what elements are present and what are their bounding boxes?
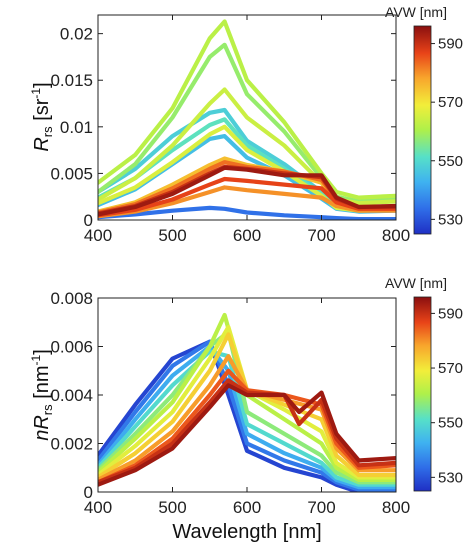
series-line-bottom-2 [98, 344, 396, 490]
colorbar-tick-label-top-2: 570 [438, 94, 463, 111]
x-tick-label-bottom-3: 700 [307, 498, 335, 517]
series-line-top-13 [98, 165, 396, 217]
series-line-bottom-1 [98, 339, 396, 492]
colorbar-tick-label-top-1: 550 [438, 153, 463, 170]
series-line-bottom-4 [98, 329, 396, 485]
y-tick-label-bottom-1: 0.002 [50, 435, 93, 454]
x-tick-label-top-4: 800 [382, 226, 410, 245]
y-ticks-bottom: 0 0.002 0.004 0.006 0.008 [50, 289, 396, 502]
x-tick-label-bottom-1: 500 [158, 498, 186, 517]
y-tick-label-top-4: 0.02 [60, 25, 93, 44]
series-line-bottom-11 [98, 383, 396, 487]
x-tick-label-top-3: 700 [307, 226, 335, 245]
colorbar-top [413, 25, 432, 235]
colorbar-title-top: AVW [nm] [385, 4, 447, 20]
series-group-bottom [98, 312, 396, 492]
y-tick-label-top-3: 0.015 [50, 71, 93, 90]
y-tick-label-bottom-3: 0.006 [50, 338, 93, 357]
y-ticks-top: 0 0.005 0.01 0.015 0.02 [50, 25, 396, 230]
colorbar-tick-label-bottom-1: 550 [438, 415, 463, 432]
y-tick-label-bottom-0: 0 [84, 483, 93, 502]
colorbar-title-bottom: AVW [nm] [385, 275, 447, 291]
x-ticks-bottom: 400 500 600 700 800 [84, 298, 410, 517]
colorbar-ticks-top: 530 550 570 590 [431, 36, 463, 228]
y-tick-label-top-1: 0.005 [50, 164, 93, 183]
series-group-top [98, 19, 396, 220]
y-tick-label-bottom-4: 0.008 [50, 289, 93, 308]
y-axis-label-top: Rrs [sr-1] [29, 82, 55, 151]
series-line-top-5 [98, 19, 396, 200]
series-line-bottom-0 [98, 339, 396, 492]
y-tick-label-bottom-2: 0.004 [50, 386, 93, 405]
colorbar-tick-label-bottom-0: 530 [438, 469, 463, 486]
colorbar-tick-label-top-3: 590 [438, 36, 463, 53]
x-tick-label-top-2: 600 [233, 226, 261, 245]
x-tick-label-top-0: 400 [84, 226, 112, 245]
colorbar-tick-label-bottom-3: 590 [438, 305, 463, 322]
x-tick-label-bottom-4: 800 [382, 498, 410, 517]
colorbar-tick-label-bottom-2: 570 [438, 360, 463, 377]
series-line-top-0 [98, 205, 396, 220]
colorbar-bottom [413, 296, 432, 492]
panel-top: 400 500 600 700 800 0 0.005 0.01 0.015 0.02 Rrs … [29, 4, 463, 245]
y-tick-label-top-0: 0 [84, 211, 93, 230]
x-tick-label-top-1: 500 [158, 226, 186, 245]
colorbar-ticks-bottom: 530 550 570 590 [431, 305, 463, 486]
series-line-bottom-3 [98, 349, 396, 487]
x-axis-label-bottom: Wavelength [nm] [172, 521, 321, 543]
x-ticks-top: 400 500 600 700 800 [84, 15, 410, 245]
panel-bottom: 400 500 600 700 800 0 0.002 0.004 0.006 0.008 nR… [29, 275, 463, 543]
x-tick-label-bottom-2: 600 [233, 498, 261, 517]
y-axis-label-bottom: nRrs [nm-1] [29, 349, 55, 441]
y-tick-label-top-2: 0.01 [60, 118, 93, 137]
series-line-top-11 [98, 176, 396, 218]
colorbar-tick-label-top-0: 530 [438, 211, 463, 228]
series-line-top-4 [98, 42, 396, 204]
series-line-top-9 [98, 185, 396, 219]
x-tick-label-bottom-0: 400 [84, 498, 112, 517]
